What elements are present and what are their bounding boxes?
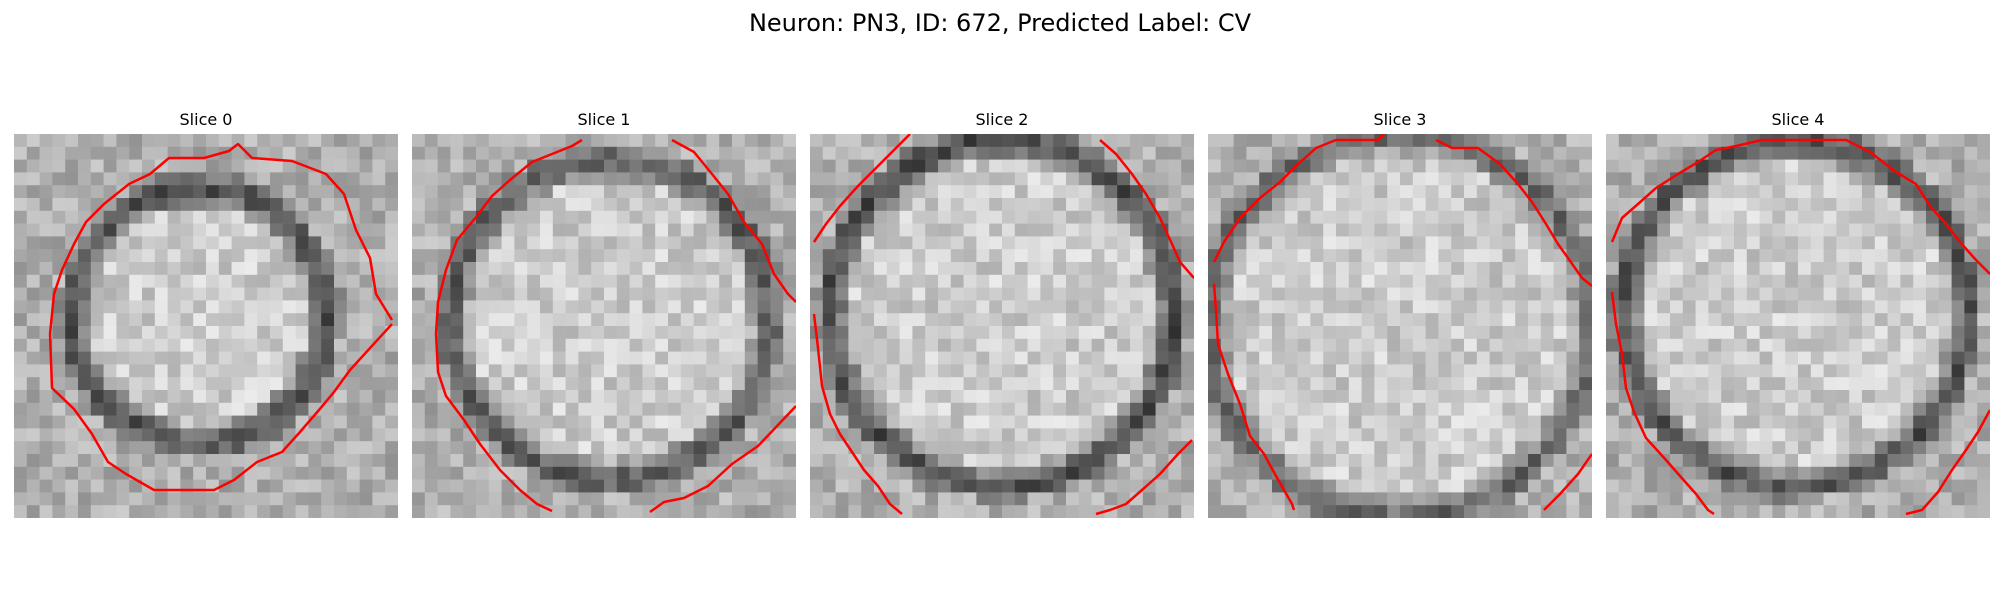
slice-image: [14, 134, 398, 518]
slice-title: Slice 3: [1373, 110, 1427, 129]
contour-line: [1095, 439, 1193, 516]
slice-image: [412, 134, 796, 518]
slice-title: Slice 1: [577, 110, 631, 129]
contour-line: [1435, 138, 1592, 287]
contour-line: [1212, 134, 1385, 263]
contour-line: [1543, 453, 1592, 511]
slice-image: [1606, 134, 1990, 518]
figure-title: Neuron: PN3, ID: 672, Predicted Label: C…: [748, 9, 1252, 37]
slice-image: [810, 134, 1194, 518]
contour-line: [812, 313, 903, 515]
contour-line: [1610, 138, 1990, 275]
slice-image: [1208, 134, 1592, 518]
slice-title: Slice 4: [1771, 110, 1825, 129]
contour-line: [531, 138, 583, 164]
slice-title: Slice 0: [179, 110, 233, 129]
contour-line: [1905, 409, 1990, 516]
contour-line: [1212, 283, 1296, 511]
contour-line: [1099, 139, 1194, 279]
contour-line: [671, 138, 796, 303]
contour-line: [48, 142, 394, 492]
slice-title: Slice 2: [975, 110, 1029, 129]
contour-line: [434, 161, 553, 513]
contour-line: [1610, 291, 1715, 516]
contour-line: [649, 405, 796, 514]
contour-line: [812, 134, 911, 243]
